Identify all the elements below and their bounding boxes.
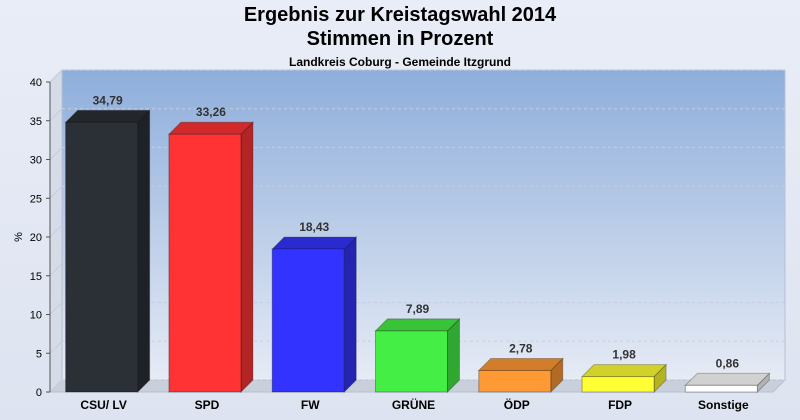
x-tick-label: Sonstige	[698, 398, 749, 412]
bar-top	[684, 372, 771, 386]
data-label: 0,86	[716, 356, 740, 370]
gridline-side	[49, 302, 63, 315]
bar-side	[137, 109, 151, 394]
chart-title-line2: Stimmen in Prozent	[306, 28, 494, 50]
data-label: 33,26	[196, 105, 226, 119]
bar-side	[240, 121, 254, 394]
y-tick-label: 30	[30, 155, 42, 167]
bar-top	[374, 318, 461, 332]
bar	[271, 248, 345, 393]
y-tick-label: 40	[30, 77, 42, 89]
data-label: 7,89	[406, 302, 430, 316]
bar-top	[580, 364, 668, 378]
gridline-side	[49, 263, 63, 277]
y-axis-label: %	[13, 232, 25, 242]
bar-top	[167, 121, 255, 135]
y-tick-label: 10	[30, 310, 42, 322]
bar	[375, 330, 448, 393]
gridline-side	[49, 147, 63, 160]
bar-side	[343, 235, 357, 394]
gridline-side	[49, 340, 63, 354]
bar	[478, 369, 552, 393]
y-tick-label: 5	[36, 348, 42, 360]
y-tick-label: 0	[36, 387, 42, 399]
bar-side	[447, 317, 460, 394]
bar-top	[477, 357, 564, 371]
gridline-side	[49, 224, 63, 238]
data-label: 34,79	[93, 93, 123, 107]
bar	[581, 376, 655, 393]
data-label: 18,43	[299, 220, 329, 234]
x-tick-label: FDP	[608, 398, 632, 412]
data-label: 2,78	[509, 341, 533, 355]
bar	[65, 121, 139, 393]
bar	[168, 133, 242, 393]
bar-top	[64, 109, 151, 123]
gridline-side	[49, 69, 63, 83]
y-tick-label: 15	[30, 271, 42, 283]
y-tick-label: 35	[30, 116, 42, 128]
x-tick-label: GRÜNE	[392, 397, 435, 412]
gridline-side	[49, 185, 63, 199]
bar	[684, 384, 758, 393]
chart-subtitle: Landkreis Coburg - Gemeinde Itzgrund	[288, 55, 512, 69]
y-tick-label: 20	[30, 232, 42, 244]
x-tick-label: ÖDP	[504, 397, 530, 412]
y-tick-label: 25	[30, 193, 42, 205]
chart-title: Ergebnis zur Kreistagswahl 2014	[243, 4, 557, 26]
x-tick-label: CSU/ LV	[80, 398, 126, 412]
gridline-side	[49, 379, 63, 393]
gridline-side	[49, 108, 63, 122]
x-tick-label: SPD	[195, 398, 220, 412]
data-label: 1,98	[612, 348, 636, 362]
x-tick-label: FW	[301, 398, 320, 412]
bar-top	[271, 236, 358, 250]
